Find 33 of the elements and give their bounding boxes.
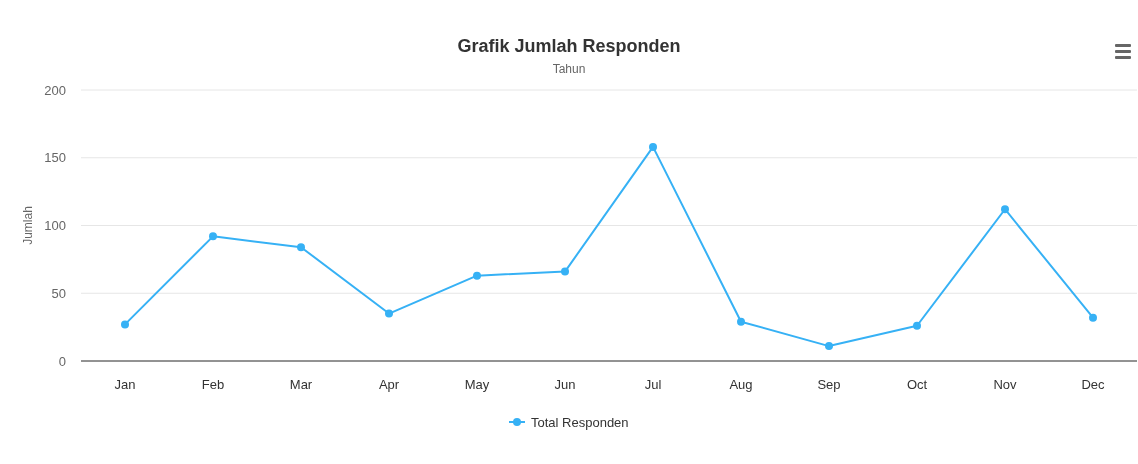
- y-tick-label: 0: [58, 353, 66, 369]
- x-tick-label: Oct: [906, 377, 928, 392]
- point: [209, 232, 217, 241]
- point: [297, 243, 305, 252]
- chart-subtitle: Tahun: [552, 62, 586, 76]
- legend-label: Total Responden: [531, 414, 629, 430]
- y-tick-label: 50: [51, 285, 66, 301]
- x-tick-label: Jul: [644, 377, 662, 392]
- point: [561, 267, 569, 276]
- x-tick-label: Jan: [114, 377, 136, 392]
- x-tick-label: Mar: [289, 377, 313, 392]
- x-tick-label: Feb: [201, 377, 225, 392]
- x-tick-label: Nov: [993, 377, 1018, 392]
- point: [825, 342, 833, 351]
- point: [1089, 313, 1097, 322]
- point: [473, 271, 481, 280]
- x-tick-label: Dec: [1081, 377, 1106, 392]
- point: [121, 320, 129, 329]
- point: [913, 321, 921, 330]
- y-tick-label: 150: [44, 150, 66, 166]
- x-tick-label: Jun: [554, 377, 576, 392]
- x-tick-label: Aug: [729, 377, 753, 392]
- x-tick-label: May: [464, 377, 490, 392]
- y-tick-label: 200: [44, 82, 66, 98]
- y-axis-title: Jumlah: [21, 206, 35, 245]
- point: [1001, 205, 1009, 214]
- x-tick-label: Sep: [817, 377, 841, 392]
- chart-title: Grafik Jumlah Responden: [457, 36, 681, 56]
- y-tick-label: 100: [44, 218, 66, 234]
- x-tick-label: Apr: [378, 377, 400, 392]
- point: [737, 317, 745, 326]
- point: [649, 142, 657, 151]
- point: [385, 309, 393, 318]
